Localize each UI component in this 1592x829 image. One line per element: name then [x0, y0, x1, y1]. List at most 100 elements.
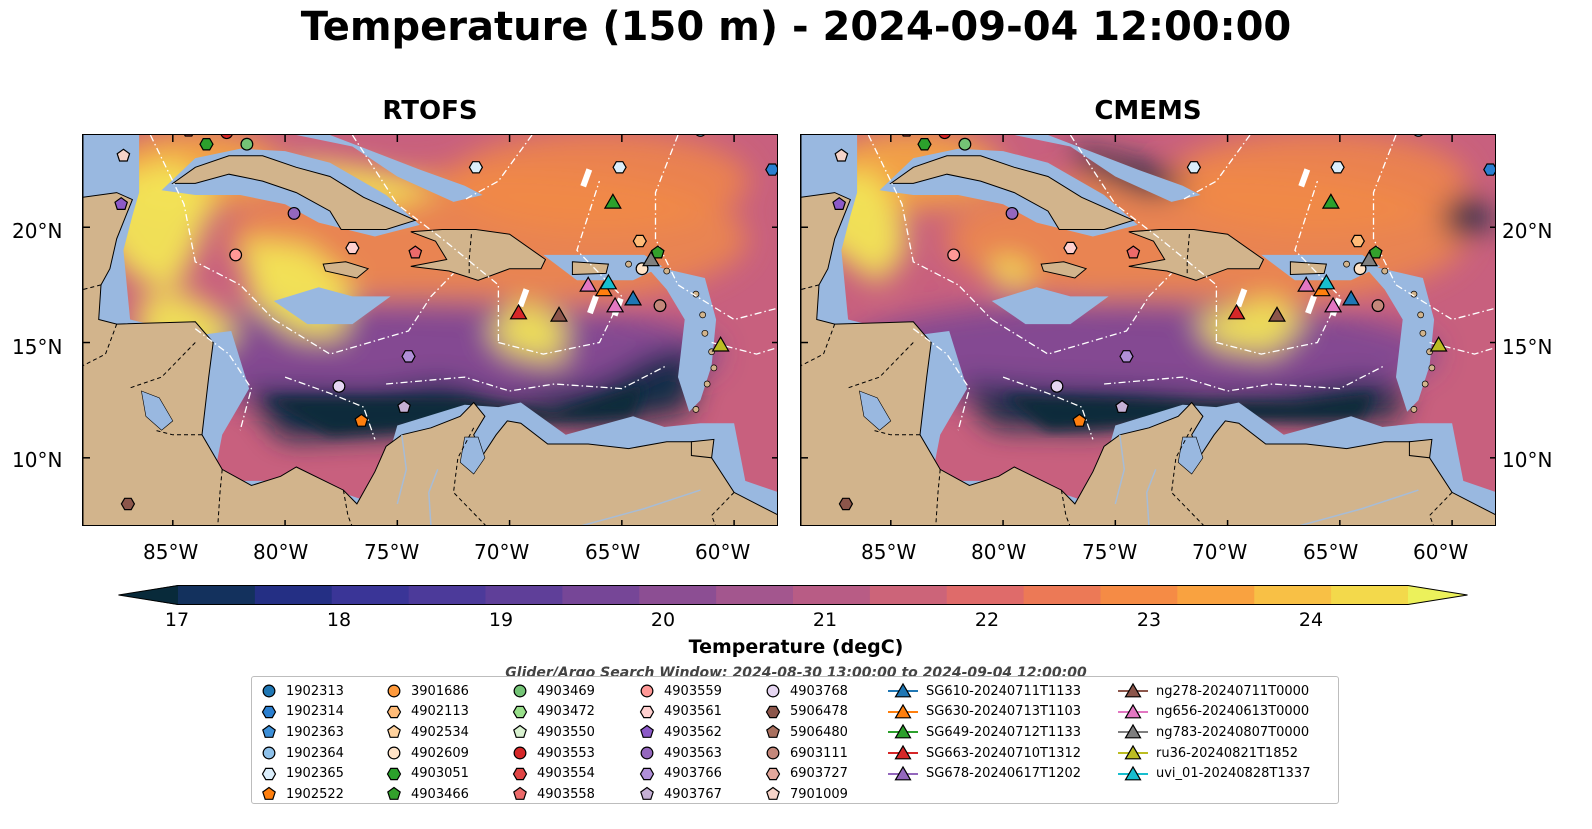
legend-entry: 4903768	[764, 681, 848, 702]
continental-shelf	[1283, 416, 1385, 444]
legend-label: ng783-20240807T0000	[1156, 724, 1310, 740]
obs-marker-4903553	[220, 135, 233, 140]
legend-symbol	[387, 787, 401, 801]
continental-shelf	[644, 264, 717, 412]
legend-label: 6903727	[790, 766, 848, 782]
legend-symbol	[387, 684, 401, 698]
legend-marker-pentagon	[387, 787, 401, 801]
colorbar-tick-label: 19	[488, 609, 514, 631]
legend-entry: 1902522	[260, 784, 344, 805]
land-hispaniola	[410, 229, 547, 281]
legend-label: 4903554	[537, 766, 595, 782]
lon-tick-label: 60°W	[1413, 540, 1469, 564]
obs-marker-1902522	[1072, 413, 1087, 427]
legend-marker-pentagon	[387, 725, 401, 739]
land-puerto-rico	[1289, 261, 1328, 276]
island	[663, 267, 671, 275]
legend-label: 1902363	[286, 724, 344, 740]
legend-marker-hexagon	[386, 705, 402, 719]
legend-label: 4903051	[411, 766, 469, 782]
legend-label: SG610-20240711T1133	[926, 683, 1082, 699]
legend-marker-pentagon	[766, 725, 780, 739]
legend-entry: 1902314	[260, 702, 344, 723]
land-jamaica	[322, 261, 370, 279]
map-cmems	[800, 134, 1496, 526]
figure-title: Temperature (150 m) - 2024-09-04 12:00:0…	[300, 4, 1292, 50]
colorbar-extend-low	[118, 585, 178, 605]
glider-track	[587, 295, 599, 315]
legend-marker-triangle	[1118, 683, 1148, 698]
legend-marker-hexagon	[386, 767, 402, 780]
colorbar-segment	[408, 585, 487, 605]
legend-label: 4903768	[790, 683, 848, 699]
legend-label: 4902534	[411, 724, 469, 740]
river	[1299, 489, 1419, 525]
legend-entry: ng783-20240807T0000	[1118, 722, 1310, 743]
island	[703, 380, 711, 388]
legend-label: 4902609	[411, 745, 469, 761]
lon-tick-label: 65°W	[585, 540, 641, 564]
land-yucatan	[801, 135, 1495, 525]
legend-label: 4903766	[664, 766, 722, 782]
lat-tick-label: 20°N	[12, 219, 63, 243]
legend-label: 1902314	[286, 704, 344, 720]
legend-entry: 4903562	[638, 722, 722, 743]
legend-entry: 3901686	[385, 681, 469, 702]
legend-marker-triangle	[888, 703, 918, 719]
obs-marker-1902365	[1330, 161, 1345, 174]
obs-marker-1902365	[612, 161, 627, 174]
legend-label: 3901686	[411, 683, 469, 699]
legend-entry: 4902609	[385, 743, 469, 764]
legend-symbol	[640, 746, 654, 760]
country-border	[83, 284, 102, 290]
colorbar-tick-label: 18	[326, 609, 352, 631]
legend-entry: SG630-20240713T1103	[888, 702, 1081, 723]
colorbar-outline	[118, 585, 1468, 605]
legend-entry: ru36-20240821T1852	[1118, 743, 1310, 764]
eez-boundary	[1069, 135, 1218, 343]
colorbar-segment	[1254, 585, 1332, 605]
legend: 1902313 1902314 1902363 1902364 1902365 19025…	[251, 676, 1339, 804]
legend-column: 3901686 4902113 4902534 4902609 4903051 49034…	[385, 681, 469, 805]
land-jamaica	[1040, 261, 1088, 279]
lon-tick-label: 85°W	[143, 540, 199, 564]
obs-marker-sg663-20240710t1312	[1227, 303, 1246, 320]
obs-marker-4903562	[114, 196, 129, 211]
obs-marker-5906478	[838, 497, 854, 511]
colorbar-segment	[1177, 585, 1255, 605]
legend-entry: SG663-20240710T1312	[888, 743, 1081, 764]
eez-boundary	[1104, 365, 1385, 392]
island	[1421, 380, 1429, 388]
obs-marker-4903561	[345, 241, 360, 255]
legend-marker-triangle	[888, 744, 918, 760]
obs-marker-1902522	[354, 413, 369, 427]
obs-marker-4903554	[184, 135, 194, 137]
legend-label: 4903559	[664, 683, 722, 699]
map-rtofs	[82, 134, 778, 526]
legend-marker-triangle	[888, 683, 918, 698]
legend-marker-triangle	[888, 765, 918, 781]
legend-symbol	[386, 767, 402, 780]
obs-marker-1902365	[1186, 161, 1202, 174]
country-border	[217, 469, 223, 525]
country-border	[1186, 234, 1190, 274]
legend-entry: 4903563	[638, 743, 722, 764]
island	[701, 329, 709, 337]
country-border	[342, 490, 353, 525]
panel-title-rtofs: RTOFS	[382, 96, 478, 126]
legend-label: 4903550	[537, 724, 595, 740]
island	[1381, 267, 1389, 275]
river	[428, 469, 439, 525]
legend-marker-hexagon	[261, 705, 277, 719]
colorbar-extend-high	[1408, 585, 1468, 605]
continental-shelf	[565, 416, 667, 444]
lat-tick-label: 20°N	[1502, 219, 1553, 243]
lake	[459, 436, 486, 475]
legend-entry: 4903767	[638, 784, 722, 805]
legend-symbol	[262, 684, 276, 698]
obs-marker-ng783-20240807t0000	[1360, 250, 1379, 267]
legend-symbol	[766, 746, 780, 760]
island	[1428, 364, 1436, 372]
legend-symbol	[765, 705, 781, 719]
legend-marker-pentagon	[513, 787, 527, 801]
